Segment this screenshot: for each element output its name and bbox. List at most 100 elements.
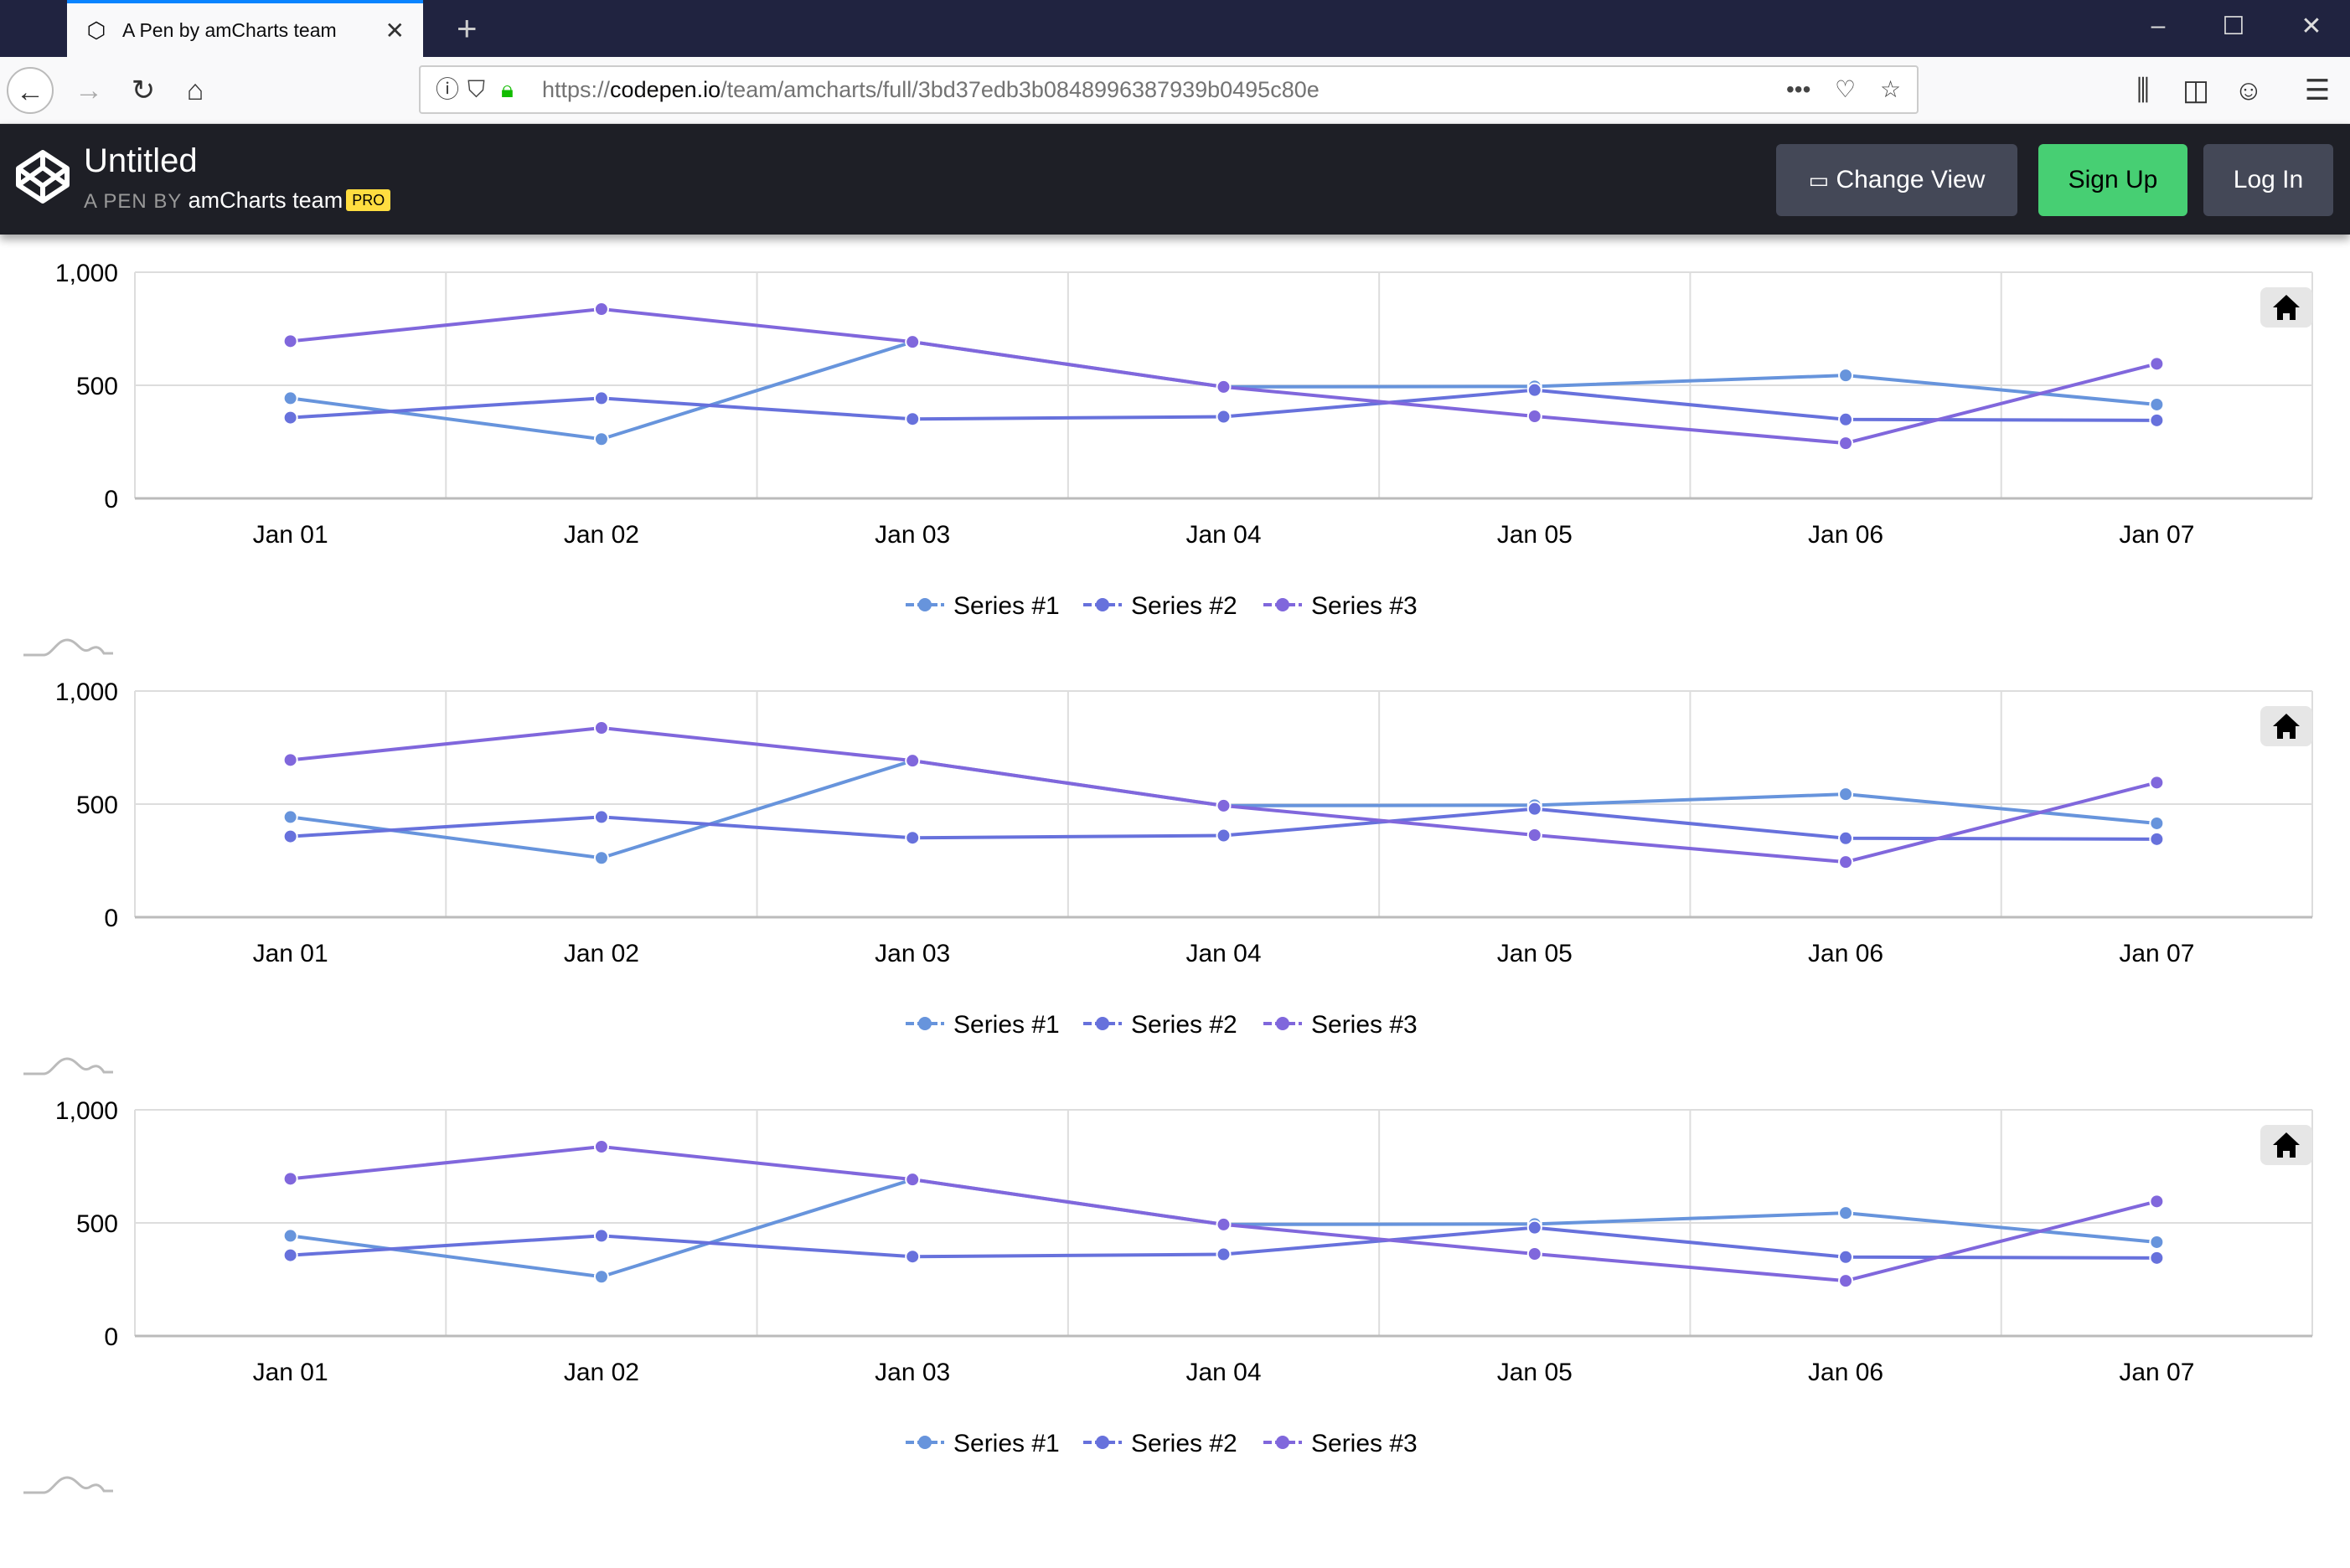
amcharts-logo-icon[interactable]: [23, 1057, 113, 1075]
data-point[interactable]: [593, 809, 609, 825]
legend-item-series-1[interactable]: Series #1: [906, 592, 1060, 620]
data-point[interactable]: [905, 753, 921, 769]
data-point[interactable]: [1526, 801, 1542, 817]
data-point[interactable]: [2149, 412, 2165, 428]
data-point[interactable]: [1838, 436, 1854, 451]
data-point[interactable]: [905, 334, 921, 350]
bookmark-star-icon[interactable]: ☆: [1880, 76, 1902, 102]
data-point[interactable]: [2149, 815, 2165, 831]
data-point[interactable]: [905, 1172, 921, 1188]
legend-item-series-3[interactable]: Series #3: [1263, 1011, 1418, 1039]
data-point[interactable]: [282, 809, 298, 825]
data-point[interactable]: [905, 411, 921, 427]
y-tick-label: 0: [104, 905, 118, 932]
data-point[interactable]: [1216, 379, 1232, 395]
sign-up-button[interactable]: Sign Up: [2038, 144, 2187, 216]
data-point[interactable]: [1526, 408, 1542, 424]
data-point[interactable]: [1216, 828, 1232, 843]
data-point[interactable]: [593, 431, 609, 447]
menu-icon[interactable]: ☰: [2304, 75, 2331, 106]
data-point[interactable]: [2149, 1250, 2165, 1266]
sidebar-icon[interactable]: ◫: [2182, 75, 2210, 106]
data-point[interactable]: [282, 752, 298, 768]
data-point[interactable]: [593, 390, 609, 406]
data-point[interactable]: [593, 720, 609, 736]
data-point[interactable]: [282, 410, 298, 426]
author-link[interactable]: amCharts team: [188, 188, 343, 213]
page-actions-icon[interactable]: •••: [1786, 76, 1811, 102]
line-chart-1[interactable]: 0 500 1,000 Jan 01 Jan 02 Jan 03 Jan 04 Jan 05 J…: [0, 235, 2350, 657]
data-point[interactable]: [2149, 1234, 2165, 1250]
data-point[interactable]: [282, 1228, 298, 1244]
browser-tab-active[interactable]: ⬡ A Pen by amCharts team ✕: [67, 0, 423, 57]
info-icon[interactable]: ⓘ: [436, 76, 460, 102]
data-point[interactable]: [1838, 1249, 1854, 1265]
forward-button[interactable]: →: [75, 75, 103, 106]
data-point[interactable]: [1838, 1273, 1854, 1289]
data-point[interactable]: [593, 1228, 609, 1244]
amcharts-logo-icon[interactable]: [23, 638, 113, 657]
zoom-out-home-button[interactable]: [2260, 287, 2312, 328]
data-point[interactable]: [1526, 1220, 1542, 1235]
pocket-icon[interactable]: ♡: [1835, 76, 1857, 102]
data-point[interactable]: [282, 1171, 298, 1187]
maximize-icon[interactable]: ☐: [2222, 13, 2245, 40]
data-point[interactable]: [1838, 368, 1854, 384]
close-tab-icon[interactable]: ✕: [385, 17, 405, 44]
reload-button[interactable]: ↻: [131, 75, 156, 106]
log-in-button[interactable]: Log In: [2203, 144, 2333, 216]
library-icon[interactable]: ⫼: [2136, 75, 2150, 106]
codepen-logo-icon[interactable]: [15, 149, 70, 204]
data-point[interactable]: [1838, 830, 1854, 846]
y-tick-label: 1,000: [55, 260, 118, 287]
minimize-icon[interactable]: –: [2151, 12, 2166, 39]
data-point[interactable]: [282, 1247, 298, 1263]
line-chart-3[interactable]: 0 500 1,000 Jan 01 Jan 02 Jan 03 Jan 04 Jan 05 J…: [0, 1072, 2350, 1494]
shield-icon[interactable]: ⛉: [467, 76, 486, 102]
zoom-out-home-button[interactable]: [2260, 1125, 2312, 1165]
url-bar[interactable]: ⓘ ⛉ 🔒︎ https://codepen.io/team/amcharts/…: [419, 65, 1919, 114]
zoom-out-home-button[interactable]: [2260, 706, 2312, 746]
line-chart-2[interactable]: 0 500 1,000 Jan 01 Jan 02 Jan 03 Jan 04 Jan 05 J…: [0, 653, 2350, 1075]
data-point[interactable]: [1838, 787, 1854, 802]
change-view-button[interactable]: ▭ Change View: [1776, 144, 2017, 216]
data-point[interactable]: [2149, 775, 2165, 791]
account-icon[interactable]: ☺: [2234, 75, 2264, 106]
data-point[interactable]: [1838, 411, 1854, 427]
back-button[interactable]: ←: [7, 67, 54, 114]
data-point[interactable]: [2149, 396, 2165, 412]
legend-item-series-2[interactable]: Series #2: [1083, 592, 1237, 620]
data-point[interactable]: [1838, 854, 1854, 870]
data-point[interactable]: [1838, 1205, 1854, 1221]
data-point[interactable]: [905, 830, 921, 846]
data-point[interactable]: [2149, 1194, 2165, 1210]
amcharts-logo-icon[interactable]: [23, 1476, 113, 1494]
data-point[interactable]: [1526, 827, 1542, 843]
legend-label: Series #2: [1131, 1430, 1237, 1457]
legend-item-series-1[interactable]: Series #1: [906, 1430, 1060, 1457]
data-point[interactable]: [593, 1269, 609, 1285]
window-close-icon[interactable]: ✕: [2301, 13, 2322, 40]
legend-item-series-3[interactable]: Series #3: [1263, 1430, 1418, 1457]
legend-item-series-2[interactable]: Series #2: [1083, 1011, 1237, 1039]
data-point[interactable]: [2149, 831, 2165, 847]
home-button[interactable]: ⌂: [186, 75, 204, 106]
data-point[interactable]: [282, 828, 298, 844]
data-point[interactable]: [282, 333, 298, 349]
data-point[interactable]: [905, 1249, 921, 1265]
data-point[interactable]: [1216, 409, 1232, 425]
new-tab-button[interactable]: +: [457, 8, 478, 48]
data-point[interactable]: [1526, 382, 1542, 398]
legend-item-series-3[interactable]: Series #3: [1263, 592, 1418, 620]
legend-item-series-1[interactable]: Series #1: [906, 1011, 1060, 1039]
data-point[interactable]: [593, 302, 609, 317]
data-point[interactable]: [282, 390, 298, 406]
legend-item-series-2[interactable]: Series #2: [1083, 1430, 1237, 1457]
data-point[interactable]: [1216, 1246, 1232, 1262]
data-point[interactable]: [1526, 1246, 1542, 1261]
data-point[interactable]: [1216, 797, 1232, 813]
data-point[interactable]: [593, 1139, 609, 1155]
data-point[interactable]: [2149, 356, 2165, 372]
data-point[interactable]: [593, 850, 609, 866]
data-point[interactable]: [1216, 1216, 1232, 1232]
